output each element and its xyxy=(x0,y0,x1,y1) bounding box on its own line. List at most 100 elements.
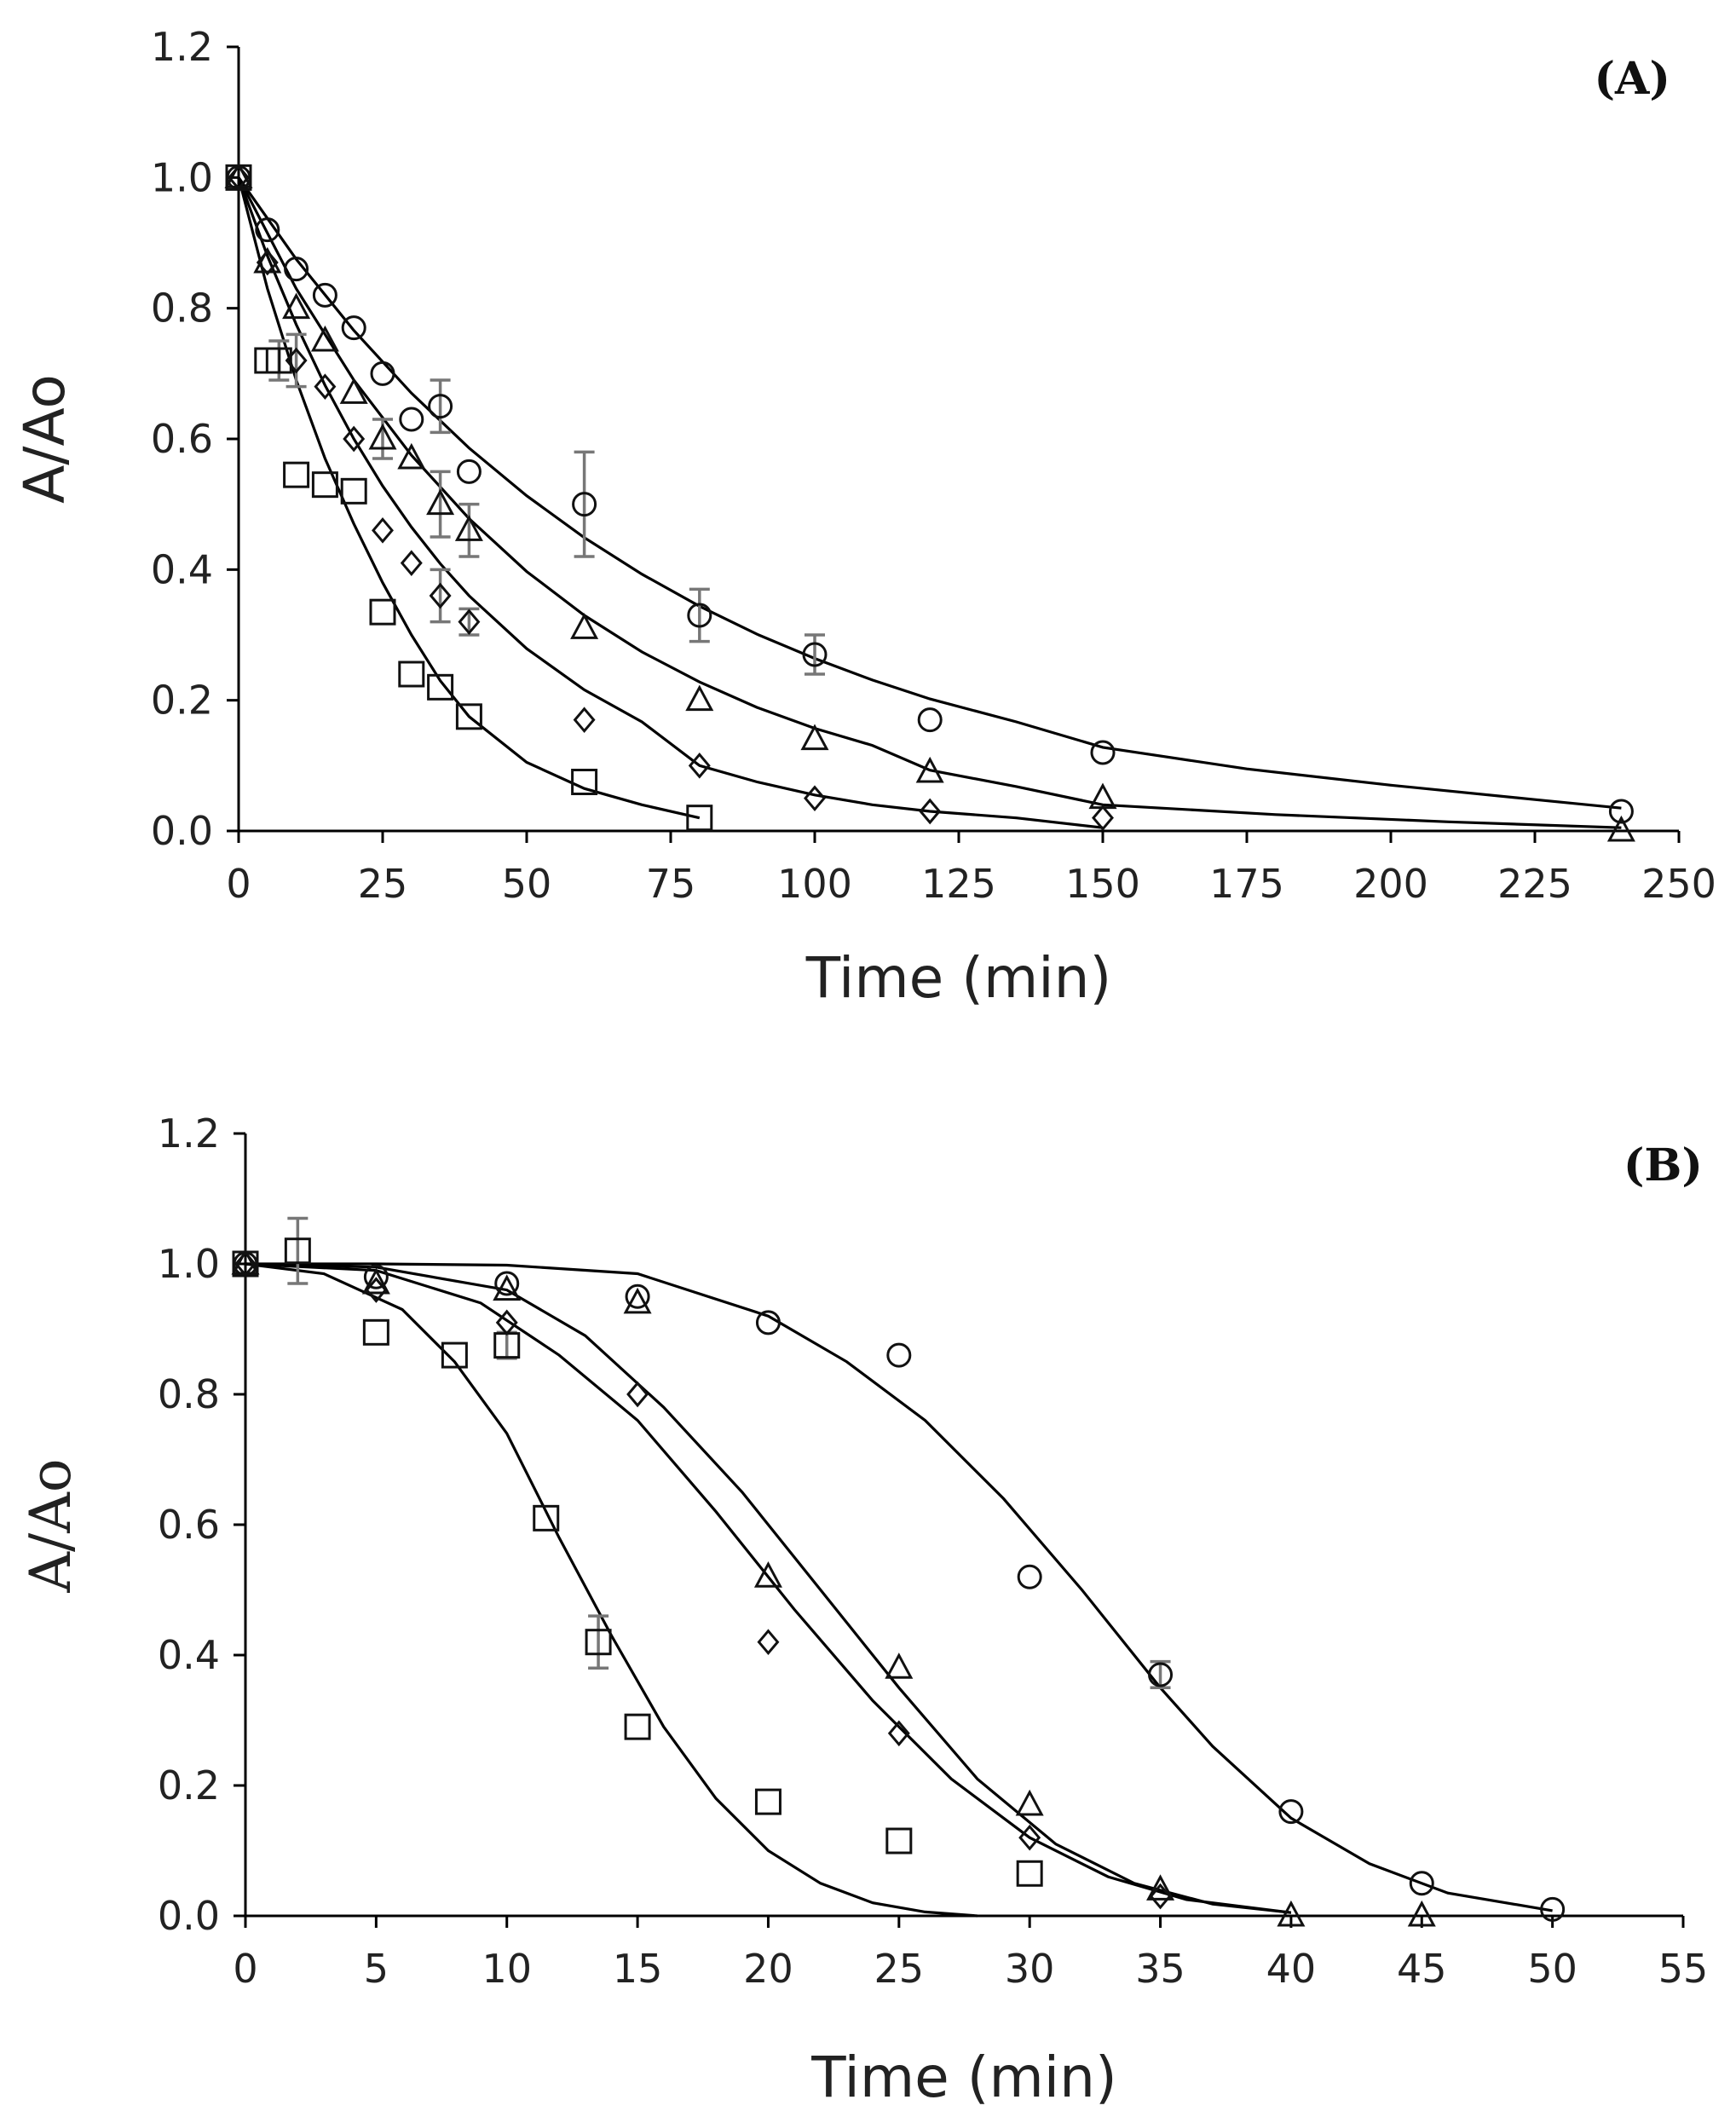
x-tick-label: 200 xyxy=(1353,861,1428,907)
data-point-triangle xyxy=(570,613,599,639)
data-point-triangle xyxy=(282,292,311,320)
data-point-square xyxy=(533,1504,560,1532)
y-axis-title: A/Ao xyxy=(18,1458,84,1593)
data-point-triangle xyxy=(339,378,368,404)
data-point-diamond xyxy=(626,1381,649,1408)
data-point-diamond xyxy=(919,798,942,825)
y-tick-label: 0.4 xyxy=(158,1632,220,1678)
data-point-diamond xyxy=(1092,805,1114,831)
data-point-square xyxy=(225,164,252,191)
x-tick-label: 15 xyxy=(613,1946,663,1992)
y-tick-label: 0.6 xyxy=(151,416,213,462)
data-point-triangle xyxy=(915,756,944,783)
y-tick-label: 0.2 xyxy=(151,678,213,724)
data-point-circle xyxy=(1017,1564,1042,1589)
y-tick-label: 1.0 xyxy=(151,154,213,200)
data-point-diamond xyxy=(372,517,394,544)
data-point-square xyxy=(754,1788,781,1815)
fit-curve-diamond xyxy=(245,1262,1292,1914)
data-point-triangle xyxy=(426,488,455,516)
data-point-diamond xyxy=(314,373,337,400)
y-tick-label: 0.4 xyxy=(151,546,213,592)
data-point-circle xyxy=(572,492,597,517)
data-point-triangle xyxy=(368,423,397,450)
x-tick-label: 50 xyxy=(502,861,552,907)
x-tick-label: 100 xyxy=(777,861,852,907)
x-tick-label: 125 xyxy=(921,861,996,907)
data-point-square xyxy=(1016,1860,1043,1887)
x-tick-label: 225 xyxy=(1497,861,1572,907)
y-tick-label: 1.2 xyxy=(151,24,213,70)
data-point-diamond xyxy=(887,1720,910,1747)
x-tick-label: 150 xyxy=(1065,861,1140,907)
y-tick-label: 0.0 xyxy=(158,1893,220,1939)
data-point-circle xyxy=(370,361,395,386)
panel-label: (A) xyxy=(1594,53,1670,105)
data-point-circle xyxy=(886,1342,912,1368)
y-tick-label: 0.2 xyxy=(158,1762,220,1808)
data-point-diamond xyxy=(256,249,279,276)
data-point-square xyxy=(585,1629,612,1656)
x-tick-label: 25 xyxy=(358,861,408,907)
data-point-circle xyxy=(494,1271,520,1296)
data-point-triangle xyxy=(623,1287,652,1314)
data-point-square xyxy=(362,1318,389,1346)
data-point-triangle xyxy=(885,1653,914,1679)
y-tick-label: 0.6 xyxy=(158,1502,220,1548)
y-tick-label: 0.8 xyxy=(151,286,213,332)
data-point-circle xyxy=(917,707,943,733)
y-tick-label: 1.2 xyxy=(158,1110,220,1157)
x-tick-label: 35 xyxy=(1135,1946,1185,1992)
fit-curve-triangle xyxy=(237,176,1622,829)
y-axis-title: A/Ao xyxy=(12,374,78,504)
data-point-diamond xyxy=(400,550,423,576)
data-point-triangle xyxy=(800,724,829,751)
data-point-square xyxy=(369,598,396,626)
data-point-circle xyxy=(399,407,424,432)
data-point-triangle xyxy=(310,325,339,352)
data-point-diamond xyxy=(804,785,826,811)
x-tick-label: 250 xyxy=(1641,861,1716,907)
panel-b: 0.0 0.2 0.4 0.6 0.8 1.0 1.2 0 5 10 15 20 25 30 35 40 45 5… xyxy=(18,1110,1708,2110)
data-point-triangle xyxy=(1277,1900,1306,1927)
data-point-circle xyxy=(312,282,337,308)
data-point-square xyxy=(686,805,713,832)
data-point-circle xyxy=(1409,1871,1434,1896)
panel-label: (B) xyxy=(1624,1139,1703,1191)
data-point-diamond xyxy=(573,707,596,733)
fit-curve-diamond xyxy=(237,176,1104,829)
x-axis-title: Time (min) xyxy=(810,2045,1116,2110)
data-point-square xyxy=(232,1250,259,1278)
data-point-circle xyxy=(255,217,280,243)
data-point-circle xyxy=(755,1310,781,1335)
x-tick-label: 75 xyxy=(646,861,696,907)
data-point-triangle xyxy=(685,684,714,712)
x-tick-label: 25 xyxy=(874,1946,925,1992)
data-point-triangle xyxy=(397,442,426,470)
data-point-diamond xyxy=(343,425,366,453)
x-tick-label: 50 xyxy=(1527,1946,1577,1992)
data-point-triangle xyxy=(1606,815,1635,842)
data-point-square xyxy=(283,461,310,488)
data-point-diamond xyxy=(458,609,481,635)
data-point-triangle xyxy=(493,1274,522,1301)
y-tick-label: 0.0 xyxy=(151,808,213,854)
fit-curve-triangle xyxy=(245,1262,1292,1914)
data-point-diamond xyxy=(757,1629,780,1656)
x-tick-label: 0 xyxy=(233,1946,257,1992)
data-point-circle xyxy=(428,394,453,419)
data-point-circle xyxy=(363,1264,389,1289)
x-tick-label: 5 xyxy=(364,1946,389,1992)
data-point-circle xyxy=(1540,1896,1566,1922)
data-point-square xyxy=(398,660,425,688)
x-tick-label: 10 xyxy=(482,1946,532,1992)
data-point-square xyxy=(493,1332,521,1359)
data-point-circle xyxy=(802,642,828,667)
data-point-triangle xyxy=(1407,1900,1436,1927)
data-point-diamond xyxy=(429,582,452,609)
data-point-triangle xyxy=(361,1267,390,1295)
x-tick-label: 175 xyxy=(1209,861,1284,907)
data-point-diamond xyxy=(365,1277,388,1303)
data-point-diamond xyxy=(1018,1824,1041,1851)
